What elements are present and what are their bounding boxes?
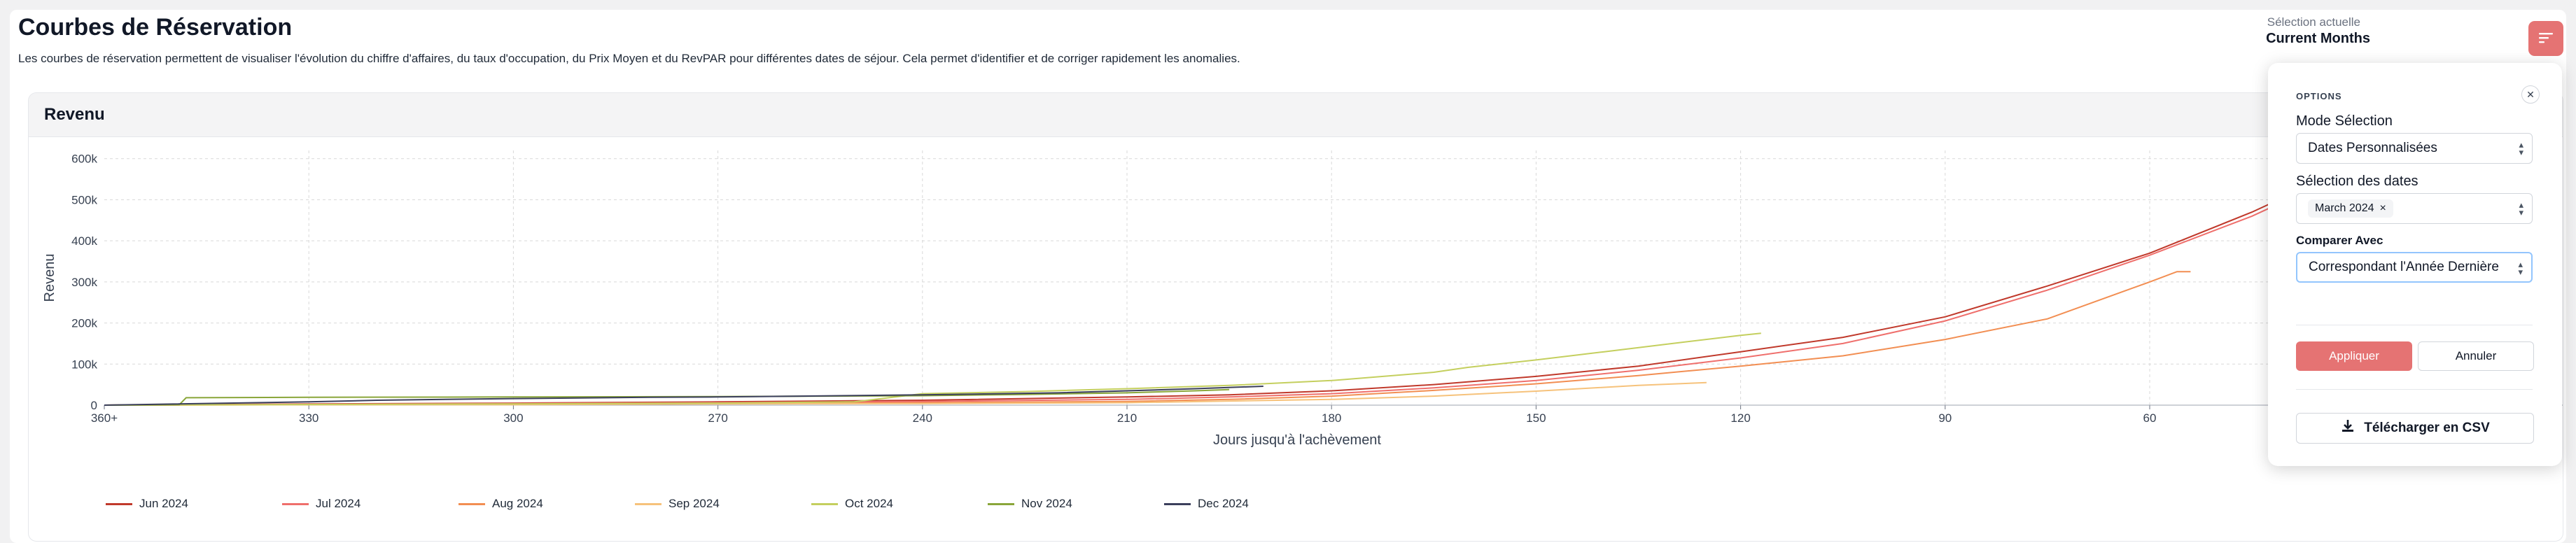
x-tick-label: 210 bbox=[1117, 411, 1137, 425]
dates-select[interactable]: March 2024 × ▴ ▾ bbox=[2296, 193, 2533, 224]
x-tick-label: 330 bbox=[299, 411, 318, 425]
legend-swatch bbox=[811, 502, 838, 505]
mode-select-value: Dates Personnalisées bbox=[2308, 141, 2437, 155]
x-tick-label: 300 bbox=[503, 411, 523, 425]
options-heading: OPTIONS bbox=[2296, 91, 2342, 101]
x-tick-label: 120 bbox=[1730, 411, 1750, 425]
y-axis-label: Revenu bbox=[42, 254, 57, 302]
date-chip[interactable]: March 2024 × bbox=[2308, 199, 2393, 218]
download-icon bbox=[2340, 418, 2356, 438]
legend-swatch bbox=[458, 502, 485, 505]
series-line bbox=[104, 141, 2409, 406]
legend-label: Sep 2024 bbox=[668, 497, 720, 510]
legend-swatch bbox=[106, 502, 132, 505]
x-tick-label: 360+ bbox=[91, 411, 118, 425]
x-tick-label: 150 bbox=[1526, 411, 1546, 425]
revenue-card: Revenu 0 100k 200k 300k 400k 500k 600k 360+ 330 3… bbox=[28, 92, 2563, 542]
legend-label: Dec 2024 bbox=[1198, 497, 1249, 510]
options-divider bbox=[2296, 389, 2533, 390]
x-tick-label: 90 bbox=[1938, 411, 1952, 425]
filter-lines-icon bbox=[2538, 31, 2554, 46]
chevron-updown-icon: ▴ ▾ bbox=[2518, 259, 2523, 277]
x-tick-label: 240 bbox=[913, 411, 932, 425]
legend-item[interactable]: Sep 2024 bbox=[635, 497, 811, 511]
revenue-card-title: Revenu bbox=[44, 105, 105, 124]
revenue-chart: 0 100k 200k 300k 400k 500k 600k 360+ 330 300 270 24… bbox=[42, 141, 2563, 448]
cancel-button[interactable]: Annuler bbox=[2418, 341, 2534, 371]
download-csv-label: Télécharger en CSV bbox=[2364, 421, 2490, 435]
legend-swatch bbox=[635, 502, 662, 505]
legend-item[interactable]: Dec 2024 bbox=[1164, 497, 1340, 511]
revenue-card-header: Revenu bbox=[29, 93, 2563, 137]
y-tick-label: 300k bbox=[71, 276, 97, 289]
legend-label: Oct 2024 bbox=[845, 497, 893, 510]
page-title: Courbes de Réservation bbox=[18, 14, 293, 41]
current-selection-label: Sélection actuelle bbox=[2267, 15, 2360, 29]
series-line bbox=[104, 271, 2191, 406]
x-tick-label: 180 bbox=[1322, 411, 1341, 425]
options-toggle-button[interactable] bbox=[2528, 21, 2563, 56]
legend-swatch bbox=[282, 502, 309, 505]
y-tick-label: 200k bbox=[71, 317, 97, 330]
y-tick-label: 100k bbox=[71, 358, 97, 371]
dates-label: Sélection des dates bbox=[2296, 174, 2418, 189]
series-line bbox=[104, 146, 2409, 406]
mode-label: Mode Sélection bbox=[2296, 113, 2393, 129]
current-selection-value: Current Months bbox=[2266, 31, 2370, 46]
compare-label: Comparer Avec bbox=[2296, 234, 2384, 247]
series-line bbox=[104, 381, 1707, 406]
download-csv-button[interactable]: Télécharger en CSV bbox=[2296, 413, 2534, 444]
y-tick-label: 600k bbox=[71, 153, 97, 166]
y-tick-label: 500k bbox=[71, 193, 97, 206]
date-chip-label: March 2024 bbox=[2315, 202, 2374, 214]
legend-item[interactable]: Oct 2024 bbox=[811, 497, 988, 511]
legend-item[interactable]: Nov 2024 bbox=[988, 497, 1164, 511]
y-tick-label: 400k bbox=[71, 234, 97, 248]
legend-label: Jun 2024 bbox=[139, 497, 188, 510]
page-description: Les courbes de réservation permettent de… bbox=[18, 52, 1240, 65]
chevron-updown-icon: ▴ ▾ bbox=[2519, 199, 2524, 218]
legend-label: Jul 2024 bbox=[316, 497, 361, 510]
series-line bbox=[104, 386, 1264, 406]
chip-remove-icon[interactable]: × bbox=[2379, 202, 2386, 214]
close-icon[interactable]: ✕ bbox=[2521, 85, 2540, 104]
x-tick-label: 270 bbox=[708, 411, 727, 425]
compare-select[interactable]: Correspondant l'Année Dernière ▴ ▾ bbox=[2296, 252, 2533, 283]
x-axis-label: Jours jusqu'à l'achèvement bbox=[1213, 432, 1381, 448]
legend-swatch bbox=[1164, 502, 1191, 505]
legend-item[interactable]: Jun 2024 bbox=[106, 497, 282, 511]
chevron-updown-icon: ▴ ▾ bbox=[2519, 139, 2524, 157]
x-tick-label: 60 bbox=[2143, 411, 2157, 425]
legend-item[interactable]: Jul 2024 bbox=[282, 497, 458, 511]
mode-select[interactable]: Dates Personnalisées ▴ ▾ bbox=[2296, 133, 2533, 164]
y-tick-label: 0 bbox=[91, 399, 97, 412]
legend-item[interactable]: Aug 2024 bbox=[458, 497, 635, 511]
series-line bbox=[104, 332, 1761, 406]
compare-select-value: Correspondant l'Année Dernière bbox=[2309, 260, 2499, 274]
apply-button[interactable]: Appliquer bbox=[2296, 341, 2412, 371]
options-panel: OPTIONS ✕ Mode Sélection Dates Personnal… bbox=[2268, 63, 2562, 466]
legend-swatch bbox=[988, 502, 1014, 505]
chart-legend: Jun 2024 Jul 2024 Aug 2024 Sep 2024 Oct 2024… bbox=[106, 497, 1340, 511]
legend-label: Aug 2024 bbox=[492, 497, 543, 510]
legend-label: Nov 2024 bbox=[1021, 497, 1072, 510]
